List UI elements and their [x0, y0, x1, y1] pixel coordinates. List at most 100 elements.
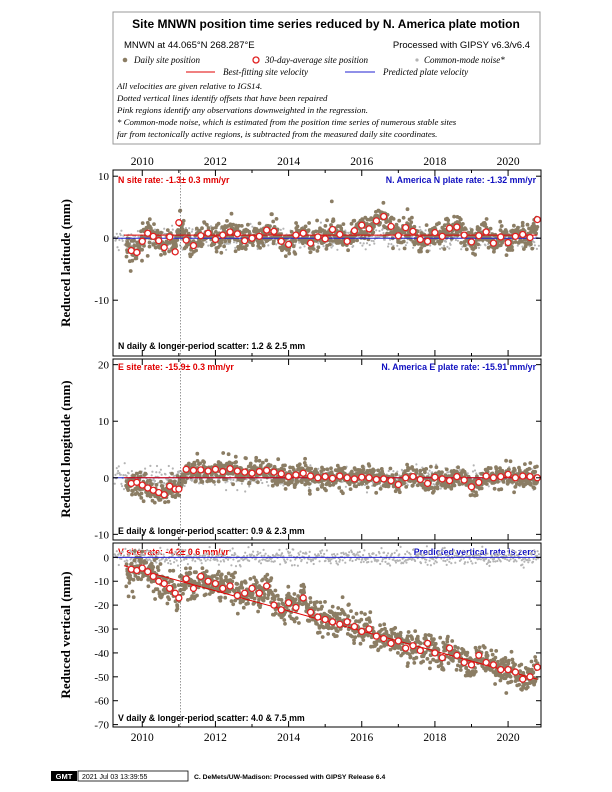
note-line-4: * Common-mode noise, which is estimated …: [117, 117, 457, 127]
panel-vertical-avg30-point: [533, 663, 541, 671]
panel-east-avg30-point: [314, 474, 322, 482]
panel-north-avg30-point: [467, 238, 476, 246]
panel-north-ytick-label: -10: [94, 295, 109, 307]
panel-north-ytick-label: 10: [98, 171, 110, 183]
panel-east-avg30-point: [438, 475, 446, 483]
panel-north-xtick-label: 2018: [423, 156, 446, 168]
panel-north-avg30-point: [416, 235, 424, 244]
panel-vertical-avg30-point: [526, 673, 534, 681]
panel-vertical-avg30-point: [204, 577, 212, 585]
panel-vertical-avg30-point: [504, 665, 512, 674]
panel-east-avg30-point: [453, 472, 461, 481]
panel-north-avg30-point: [133, 248, 141, 257]
panel-vertical-ytick-label: -60: [94, 696, 109, 708]
panel-east-avg30-point: [262, 466, 271, 475]
panel-east-avg30-point: [460, 476, 468, 484]
panel-east-avg30-point: [365, 474, 373, 482]
panel-east-avg30-point: [431, 473, 439, 481]
gmt-logo: GMT: [56, 772, 73, 781]
panel-east-avg30-point: [160, 491, 168, 499]
panel-vertical-xtick-label: 2016: [350, 732, 373, 744]
panel-east-avg30-point: [445, 476, 454, 485]
panel-vertical-avg30-point: [292, 603, 300, 612]
panel-vertical-avg30-point: [160, 579, 168, 588]
panel-vertical-avg30-point: [475, 651, 483, 659]
panel-vertical-avg30-point: [321, 615, 329, 624]
panel-vertical-avg30-point: [358, 627, 366, 636]
panel-vertical-frame: [112, 542, 542, 728]
footer-credit: C. DeMets/UW-Madison: Processed with GIP…: [194, 774, 385, 781]
panel-north-avg30-point: [138, 237, 146, 245]
panel-vertical-avg30-point: [350, 622, 359, 631]
panel-east-avg30-point: [336, 472, 344, 480]
legend-cm-label: Common-mode noise*: [424, 55, 505, 65]
panel-vertical-avg30-point: [438, 654, 446, 662]
panel-east-avg30-point: [175, 485, 183, 493]
panel-east-avg30-point: [233, 467, 242, 475]
panel-north-avg30-point: [155, 237, 163, 245]
panel-north-avg30-point: [299, 229, 307, 237]
panel-vertical-avg30-point: [314, 613, 322, 621]
panel-east-avg30-point: [255, 467, 263, 476]
panel-vertical-avg30-point: [233, 591, 242, 600]
panel-vertical-avg30-point: [248, 584, 256, 593]
panel-north-avg30-point: [372, 217, 381, 225]
panel-north-avg30-point: [438, 232, 446, 240]
panel-east-avg30-point: [182, 465, 190, 473]
panel-north-avg30-point: [182, 236, 190, 244]
panel-north-avg30-point: [343, 237, 351, 245]
panel-vertical-avg30-point: [453, 651, 461, 659]
panel-vertical-avg30-point: [431, 649, 439, 657]
panel-vertical-avg30-point: [171, 589, 179, 597]
panel-north-avg30-point: [211, 235, 220, 244]
panel-north-avg30-point: [460, 231, 468, 239]
panel-east-avg30-point: [226, 465, 234, 473]
panel-vertical-avg30-point: [365, 625, 373, 633]
panel-north: Reduced latitude (mm) N site rate: -1.3±…: [58, 156, 542, 357]
legend-box: Site MNWN position time series reduced b…: [112, 11, 541, 145]
panel-north-frame: [112, 169, 542, 357]
panel-vertical-avg30-point: [416, 646, 424, 655]
panel-north-avg30-point: [175, 219, 183, 227]
panel-north-avg30-point: [219, 231, 227, 239]
panel-north-avg30-point: [533, 215, 541, 224]
panel-east-avg30-point: [394, 480, 402, 489]
panel-vertical-avg30-point: [511, 668, 520, 676]
panel-east-ytick-label: 0: [104, 473, 110, 485]
panel-east-avg30-point: [511, 474, 520, 482]
panel-north-avg30-point: [358, 221, 366, 229]
panel-north-avg30-point: [144, 229, 152, 237]
panel-vertical-avg30-point: [394, 637, 402, 645]
panel-north-avg30-point: [306, 239, 315, 247]
panel-vertical-avg30-point: [149, 572, 157, 581]
panel-vertical-avg30-point: [197, 572, 205, 581]
panel-vertical-avg30-point: [182, 575, 190, 583]
panel-north-ytick-label: 0: [104, 233, 110, 245]
panel-north-avg30-point: [328, 225, 337, 234]
panel-north-avg30-point: [262, 226, 271, 234]
panel-north-avg30-point: [387, 222, 395, 231]
panel-vertical-avg30-point: [467, 661, 476, 669]
panel-east-plate-rate: N. America E plate rate: -15.91 mm/yr: [381, 362, 536, 372]
panel-vertical-avg30-point: [219, 584, 227, 593]
legend-daily-label: Daily site position: [133, 55, 200, 65]
panel-vertical-avg30-point: [241, 589, 249, 597]
panel-north-xtick-label: 2012: [204, 156, 227, 168]
footer: GMT 2021 Jul 03 13:39:55 C. DeMets/UW-Ma…: [51, 770, 385, 782]
footer-timestamp: 2021 Jul 03 13:39:55: [82, 774, 147, 781]
figure-title: Site MNWN position time series reduced b…: [132, 17, 520, 31]
legend-cm-marker: [415, 58, 419, 62]
panel-east-data: [113, 359, 541, 540]
panel-north-xtick-label: 2020: [497, 156, 520, 168]
processing-note: Processed with GIPSY v6.3/v6.4: [393, 40, 530, 51]
panel-east-avg30-point: [270, 468, 278, 476]
panel-north-avg30-point: [409, 227, 417, 236]
panel-north-avg30-point: [255, 232, 263, 240]
panel-vertical-avg30-point: [189, 584, 198, 593]
panel-east-avg30-point: [387, 476, 395, 485]
panel-east-avg30-point: [204, 467, 212, 475]
panel-north-avg30-point: [292, 231, 300, 239]
panel-vertical-avg30-point: [423, 639, 432, 648]
panel-east-avg30-point: [350, 475, 359, 483]
panel-east-avg30-point: [504, 470, 512, 479]
